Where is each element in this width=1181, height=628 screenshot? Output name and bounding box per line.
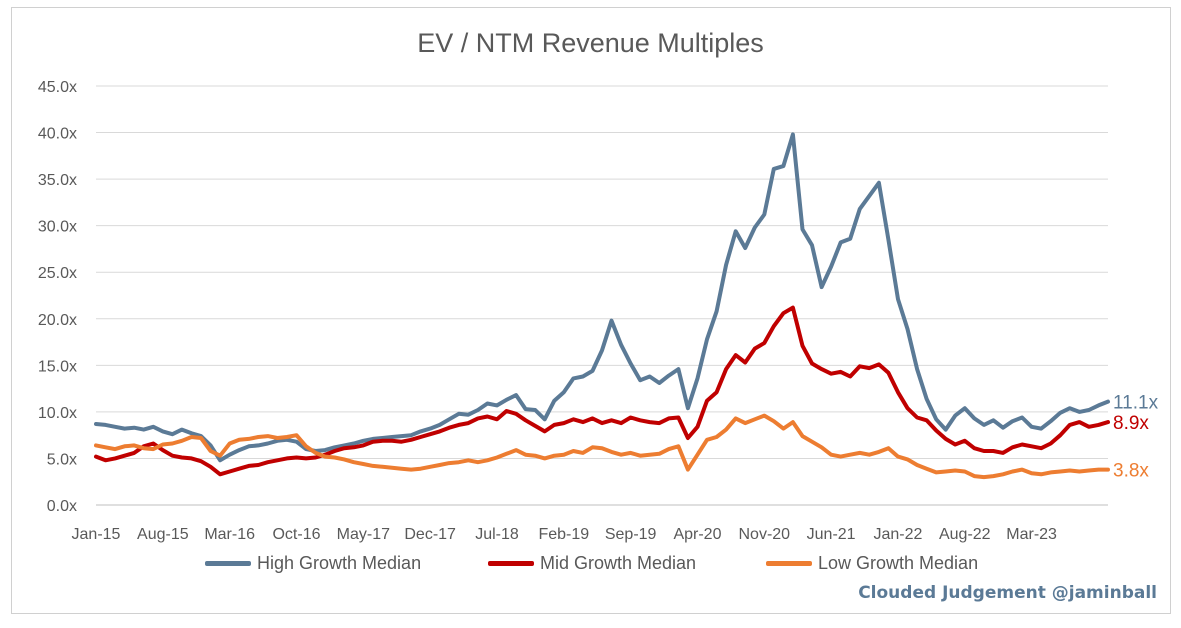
end-label-low: 3.8x xyxy=(1113,461,1149,482)
y-tick-label: 15.0x xyxy=(38,358,77,375)
legend-item-high: High Growth Median xyxy=(205,551,421,575)
y-tick-label: 30.0x xyxy=(38,219,77,236)
legend-swatch-low xyxy=(766,560,812,566)
legend-item-mid: Mid Growth Median xyxy=(488,551,696,575)
y-axis-ticks: 0.0x 5.0x 10.0x 15.0x 20.0x 25.0x 30.0x 35.0x 40… xyxy=(38,79,77,515)
y-tick-label: 20.0x xyxy=(38,312,77,329)
x-tick-label: Nov-20 xyxy=(739,526,791,543)
x-axis-ticks: Jan-15 Aug-15 Mar-16 Oct-16 May-17 Dec-17 Jul-… xyxy=(72,526,1058,543)
legend-label-mid: Mid Growth Median xyxy=(540,552,697,573)
x-tick-label: Mar-23 xyxy=(1006,526,1057,543)
gridlines xyxy=(96,85,1108,506)
chart-title: EV / NTM Revenue Multiples xyxy=(417,28,764,58)
y-tick-label: 35.0x xyxy=(38,172,77,189)
x-tick-label: Jun-21 xyxy=(807,526,856,543)
legend-label-high: High Growth Median xyxy=(257,552,422,573)
x-tick-label: Dec-17 xyxy=(404,526,456,543)
x-tick-label: May-17 xyxy=(337,526,390,543)
series-line-high xyxy=(94,132,1110,463)
end-value-labels: 11.1x8.9x 3.8x xyxy=(1113,393,1159,482)
x-tick-label: Oct-16 xyxy=(272,526,320,543)
legend-item-low: Low Growth Median xyxy=(766,551,978,575)
y-tick-label: 25.0x xyxy=(38,265,77,282)
legend-swatch-mid xyxy=(488,560,534,566)
x-tick-label: Aug-15 xyxy=(137,526,189,543)
watermark: Clouded Judgement @jaminball xyxy=(858,583,1157,603)
legend-swatch-high xyxy=(205,560,251,566)
x-tick-label: Jan-22 xyxy=(874,526,923,543)
x-tick-label: Aug-22 xyxy=(939,526,991,543)
legend-label-low: Low Growth Median xyxy=(818,552,979,573)
x-tick-label: Feb-19 xyxy=(538,526,589,543)
x-tick-label: Jan-15 xyxy=(72,526,121,543)
y-tick-label: 10.0x xyxy=(38,405,77,422)
x-tick-label: Mar-16 xyxy=(204,526,255,543)
y-tick-label: 0.0x xyxy=(47,498,77,515)
x-tick-label: Sep-19 xyxy=(605,526,657,543)
x-tick-label: Jul-18 xyxy=(475,526,519,543)
series-line-mid xyxy=(94,305,1110,477)
series-line-low xyxy=(94,413,1110,480)
series-lines xyxy=(94,132,1110,480)
y-tick-label: 5.0x xyxy=(47,451,77,468)
end-label-high: 11.1x xyxy=(1113,393,1159,414)
chart-frame xyxy=(11,7,1171,614)
y-tick-label: 45.0x xyxy=(38,79,77,96)
end-label-mid: 8.9x xyxy=(1113,413,1149,434)
x-tick-label: Apr-20 xyxy=(673,526,721,543)
y-tick-label: 40.0x xyxy=(38,126,77,143)
